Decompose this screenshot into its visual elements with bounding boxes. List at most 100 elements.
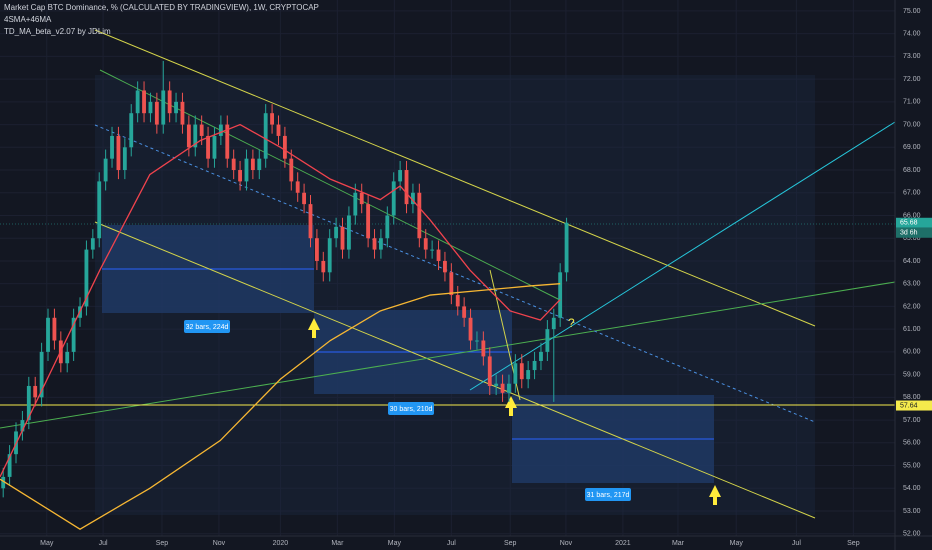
- candle-body: [391, 181, 396, 216]
- arrow: [308, 318, 320, 338]
- candle-body: [97, 181, 102, 239]
- candle-body: [494, 383, 499, 386]
- moving-average: [0, 123, 561, 478]
- candle-body: [507, 383, 511, 393]
- x-tick-label: May: [388, 540, 402, 547]
- candle-body: [443, 260, 447, 273]
- countdown-label: 3d 6h: [900, 230, 918, 237]
- candle-body: [436, 249, 441, 261]
- candle-body: [289, 158, 294, 182]
- candle-body: [186, 124, 191, 148]
- y-tick-label: 75.00: [903, 8, 921, 15]
- y-tick-label: 70.00: [903, 121, 921, 128]
- x-tick-label: Sep: [847, 540, 860, 547]
- candle-body: [539, 351, 543, 361]
- candle-body: [564, 222, 569, 273]
- candle-body: [359, 192, 364, 205]
- candle-body: [404, 170, 409, 205]
- candle-body: [346, 215, 351, 250]
- x-tick-label: Sep: [504, 540, 517, 547]
- candle-body: [7, 454, 12, 477]
- candle-body: [199, 124, 204, 136]
- label-box: [184, 320, 230, 333]
- x-tick-label: 2020: [273, 540, 289, 547]
- candle-body: [378, 238, 383, 250]
- candle-body: [167, 90, 172, 114]
- candle-body: [327, 238, 332, 273]
- trendline: [0, 281, 896, 429]
- candle-body: [244, 158, 249, 182]
- y-tick-label: 52.00: [903, 531, 921, 538]
- candle-body: [398, 170, 403, 182]
- candle-body: [276, 124, 281, 136]
- candle-body: [263, 113, 268, 159]
- candle-body: [481, 340, 486, 357]
- candle-body: [154, 101, 159, 125]
- price-axis: [895, 0, 932, 550]
- candle-body: [282, 135, 287, 159]
- y-tick-label: 72.00: [903, 76, 921, 83]
- candle-body: [257, 158, 262, 171]
- moving-average: [0, 283, 561, 530]
- y-tick-label: 61.00: [903, 326, 921, 333]
- candle-body: [84, 249, 89, 307]
- candle-body: [33, 385, 38, 398]
- arrow: [505, 396, 517, 416]
- candle-body: [270, 113, 275, 125]
- candle-body: [468, 317, 473, 341]
- candle-body: [526, 370, 531, 380]
- x-tick-label: Jul: [792, 540, 801, 547]
- candle-body: [110, 135, 114, 159]
- candle-body: [71, 317, 76, 352]
- candle-body: [129, 113, 134, 148]
- candle-body: [116, 135, 121, 171]
- y-tick-label: 65.00: [903, 235, 921, 242]
- y-tick-label: 57.00: [903, 417, 921, 424]
- label-box: [388, 402, 434, 415]
- x-tick-label: Jul: [447, 540, 456, 547]
- candle-body: [366, 204, 371, 239]
- candle-body: [411, 192, 415, 205]
- candle-body: [340, 226, 345, 250]
- candle-body: [423, 238, 428, 250]
- x-tick-label: Nov: [213, 540, 226, 547]
- candle-body: [372, 238, 377, 250]
- candle-body: [417, 192, 422, 239]
- y-tick-label: 54.00: [903, 485, 921, 492]
- candle-body: [180, 101, 185, 125]
- candle-body: [90, 238, 95, 250]
- candle-body: [513, 363, 518, 384]
- arrow: [709, 485, 721, 505]
- annotation: ?: [568, 316, 575, 330]
- annotation: 32 bars, 224d: [186, 324, 229, 331]
- candle-body: [212, 135, 217, 159]
- candle-body: [532, 360, 537, 371]
- candle-body: [519, 363, 524, 380]
- y-tick-label: 63.00: [903, 281, 921, 288]
- candle-body: [46, 317, 50, 352]
- candle-body: [551, 317, 556, 330]
- price-line-tag: [896, 400, 932, 411]
- trendline: [94, 124, 816, 423]
- indicator-label: TD_MA_beta_v2.07 by JDLim: [4, 27, 111, 36]
- x-tick-label: Mar: [672, 540, 685, 547]
- indicator-label: 4SMA+46MA: [4, 15, 52, 24]
- candle-body: [238, 170, 242, 182]
- candle-body: [487, 356, 492, 386]
- candle-body: [308, 204, 313, 239]
- last-price-tag: [896, 217, 932, 228]
- candle-body: [334, 226, 339, 239]
- candle-body: [26, 385, 31, 421]
- candle-body: [475, 340, 479, 342]
- trendline: [94, 221, 816, 519]
- candle-body: [148, 101, 153, 114]
- price-line-label: 57.64: [900, 402, 918, 409]
- y-tick-label: 67.00: [903, 190, 921, 197]
- candle-body: [193, 124, 198, 148]
- label-box: [585, 488, 631, 501]
- drawings: [0, 29, 896, 519]
- candle-body: [462, 306, 467, 318]
- axes: 52.00 53.00 54.00 55.00 56.00 57.00 58.00 59.00…: [40, 8, 932, 547]
- y-tick-label: 60.00: [903, 349, 921, 356]
- annotation: 31 bars, 217d: [587, 492, 630, 499]
